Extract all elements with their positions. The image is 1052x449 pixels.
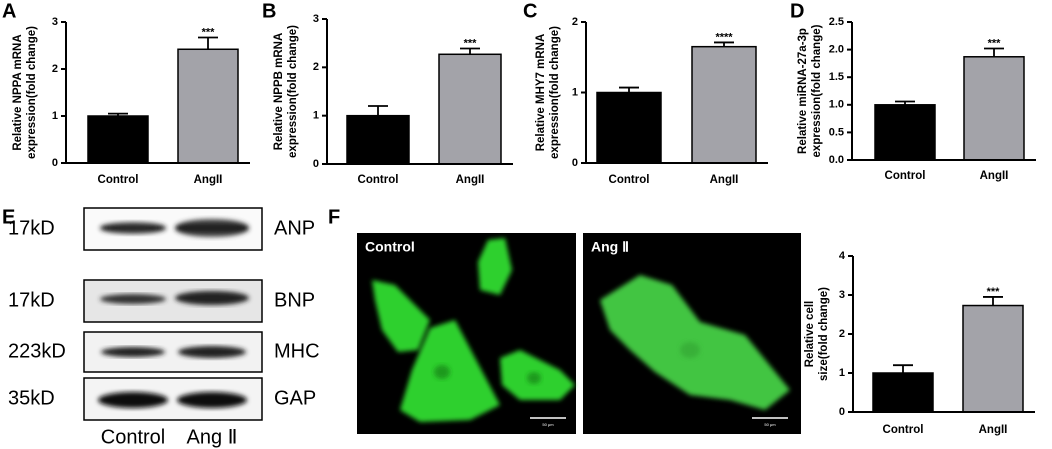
bar: [596, 91, 662, 164]
image-label: Ang Ⅱ: [591, 239, 629, 255]
micrograph: [357, 233, 576, 434]
significance: ***: [988, 37, 1002, 49]
y-axis-label: Relative NPPB mRNA: [273, 33, 285, 151]
y-axis-label: Relative miRNA-27a-3p: [797, 28, 809, 154]
bar: [346, 114, 410, 165]
band-size: 17kD: [8, 289, 55, 311]
band-size: 17kD: [8, 217, 55, 239]
band-size: 223kD: [8, 340, 66, 362]
y-tick-label: 2: [313, 61, 319, 73]
x-tick-label: Control: [883, 424, 924, 436]
bar: [962, 304, 1024, 413]
error-bar: [198, 36, 218, 50]
significance: ***: [987, 286, 1001, 298]
error-bar: [895, 100, 915, 105]
y-tick-label: 2: [52, 63, 58, 75]
bar: [691, 45, 757, 164]
y-axis-label: Relative MHY7 mRNA: [535, 34, 547, 152]
panel-letter: E: [2, 206, 15, 228]
protein-label: ANP: [274, 217, 315, 239]
panel-letter: A: [2, 0, 16, 22]
error-bar: [984, 47, 1004, 57]
y-tick-label: 0: [572, 157, 578, 169]
x-tick-label: Control: [609, 174, 650, 186]
band-size: 35kD: [8, 387, 55, 409]
y-tick-label: 3: [52, 16, 58, 28]
error-bar: [460, 47, 480, 55]
y-axis-label: Relative NPPA mRNA: [12, 34, 24, 150]
significance: ***: [202, 26, 216, 38]
panel-letter: C: [523, 0, 537, 22]
error-bar: [368, 105, 388, 116]
y-tick-label: 2.0: [829, 44, 844, 56]
panel-letter: F: [328, 206, 340, 228]
x-tick-label: AngII: [456, 174, 485, 186]
error-bar: [108, 112, 128, 116]
bar: [177, 48, 239, 164]
x-tick-label: AngII: [980, 170, 1009, 182]
y-tick-label: 3: [313, 13, 319, 25]
panel-letter: B: [262, 0, 276, 22]
bar: [438, 53, 502, 165]
error-bar: [893, 364, 913, 373]
error-bar: [983, 296, 1003, 306]
blot: [83, 207, 263, 421]
bar: [963, 56, 1025, 161]
y-tick-label: 0: [839, 406, 845, 418]
y-tick-label: 0: [52, 157, 58, 169]
error-bar: [619, 86, 639, 93]
y-tick-label: 2: [839, 328, 845, 340]
significance: ***: [464, 37, 478, 49]
y-axis-label: expression(fold change): [26, 26, 38, 159]
significance: ****: [715, 31, 733, 43]
x-tick-label: Control: [98, 174, 139, 186]
micrograph: [583, 233, 801, 434]
y-tick-label: 0.0: [829, 154, 844, 166]
y-tick-label: 1: [313, 110, 319, 122]
y-axis-label: Relative cell: [804, 301, 816, 367]
x-tick-label: AngII: [194, 174, 223, 186]
y-axis-label: size(fold change): [818, 287, 830, 381]
protein-label: GAP: [274, 387, 316, 409]
y-tick-label: 4: [839, 250, 846, 262]
protein-label: MHC: [274, 340, 320, 362]
x-tick-label: AngII: [979, 424, 1008, 436]
y-tick-label: 1: [839, 367, 845, 379]
scale-label: 50 μm: [542, 422, 554, 427]
x-tick-label: Control: [358, 174, 399, 186]
x-tick-label: Control: [885, 170, 926, 182]
y-tick-label: 1: [52, 110, 58, 122]
protein-label: BNP: [274, 289, 315, 311]
error-bar: [714, 41, 734, 47]
bar: [87, 115, 149, 164]
y-tick-label: 0: [313, 158, 319, 170]
y-tick-label: 1: [572, 86, 578, 98]
image-label: Control: [365, 239, 415, 255]
y-axis-label: expression(fold change): [811, 24, 823, 157]
y-tick-label: 2.5: [829, 16, 844, 28]
lane-label: Ang Ⅱ: [187, 426, 238, 448]
y-tick-label: 1.0: [829, 99, 844, 111]
x-tick-label: AngII: [710, 174, 739, 186]
bar: [872, 372, 934, 413]
y-tick-label: 2: [572, 16, 578, 28]
lane-label: Control: [101, 426, 165, 448]
scale-label: 50 μm: [764, 422, 776, 427]
bar: [874, 104, 936, 161]
y-axis-label: expression(fold change): [549, 26, 561, 159]
panel-letter: D: [790, 0, 804, 22]
y-tick-label: 3: [839, 289, 845, 301]
y-tick-label: 1.5: [829, 71, 844, 83]
y-tick-label: 0.5: [829, 126, 844, 138]
y-axis-label: expression(fold change): [287, 25, 299, 158]
